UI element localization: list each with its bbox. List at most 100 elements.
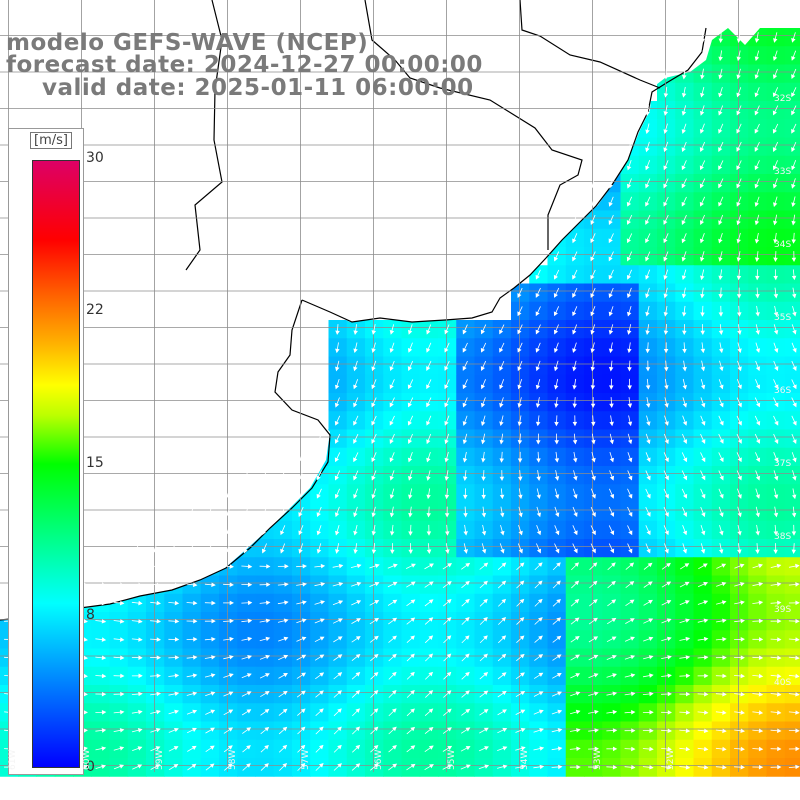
- wind-speed-cell: [784, 174, 800, 193]
- wind-arrow-head: [355, 653, 361, 659]
- wind-arrow-head: [353, 366, 358, 372]
- wind-arrow-head: [280, 530, 285, 536]
- wind-arrow-head: [772, 165, 778, 171]
- wind-arrow-head: [645, 256, 650, 262]
- wind-arrow-head: [338, 618, 343, 623]
- wind-arrow-head: [718, 38, 723, 43]
- wind-arrow-head: [593, 617, 598, 622]
- wind-arrow-head: [772, 183, 778, 189]
- wind-arrow-head: [337, 763, 342, 768]
- wind-arrow-head: [355, 726, 361, 732]
- wind-arrow-head: [264, 691, 270, 696]
- wind-arrow-head: [667, 691, 672, 697]
- wind-arrow-head: [663, 75, 669, 80]
- wind-arrow-head: [316, 457, 321, 463]
- wind-arrow-head: [754, 202, 759, 207]
- wind-arrow-head: [446, 653, 452, 659]
- wind-arrow-head: [389, 531, 395, 536]
- wind-arrow-head: [682, 548, 688, 554]
- lat-label: 38S: [774, 532, 792, 542]
- wind-arrow-head: [519, 562, 525, 567]
- wind-arrow-head: [755, 348, 761, 353]
- wind-arrow-head: [792, 439, 797, 444]
- wind-arrow-head: [754, 38, 760, 43]
- wind-arrow-head: [428, 581, 434, 586]
- wind-arrow-head: [700, 110, 705, 116]
- wind-arrow-head: [795, 637, 800, 642]
- wind-arrow-head: [261, 530, 266, 536]
- wind-arrow-head: [701, 420, 706, 426]
- wind-arrow-head: [704, 655, 709, 660]
- wind-arrow-head: [265, 600, 271, 606]
- wind-arrow-head: [101, 764, 107, 769]
- wind-arrow-head: [261, 548, 267, 554]
- wind-arrow-head: [410, 745, 416, 750]
- wind-arrow-head: [389, 366, 394, 371]
- wind-arrow-head: [83, 691, 88, 697]
- wind-arrow-head: [156, 618, 161, 624]
- wind-arrow-head: [536, 476, 541, 481]
- wind-arrow-head: [426, 439, 431, 445]
- wind-arrow-head: [373, 635, 379, 641]
- colorbar-tick: 8: [86, 607, 95, 623]
- wind-arrow-head: [774, 439, 779, 444]
- wind-arrow-head: [645, 238, 650, 244]
- wind-arrow-head: [682, 403, 688, 408]
- wind-arrow-head: [557, 709, 563, 714]
- wind-arrow-head: [594, 728, 599, 733]
- wind-arrow-head: [611, 654, 617, 660]
- wind-arrow-head: [392, 745, 397, 750]
- wind-arrow-head: [758, 764, 764, 770]
- wind-arrow-head: [391, 689, 397, 695]
- wind-arrow-head: [338, 563, 344, 569]
- wind-arrow-head: [537, 598, 543, 604]
- wind-arrow-head: [284, 582, 289, 587]
- wind-arrow-head: [501, 616, 507, 622]
- wind-arrow-head: [795, 764, 800, 770]
- wind-arrow-head: [192, 564, 198, 569]
- wind-arrow-head: [609, 493, 615, 499]
- colorbar-unit: [m/s]: [30, 132, 72, 149]
- wind-arrow-head: [480, 366, 485, 371]
- wind-arrow-head: [737, 512, 742, 518]
- wind-arrow-head: [776, 692, 782, 697]
- wind-arrow-head: [499, 421, 504, 427]
- wind-arrow-head: [211, 600, 216, 606]
- wind-arrow-head: [703, 600, 709, 605]
- wind-speed-cell: [784, 155, 800, 175]
- wind-arrow-head: [535, 366, 540, 372]
- wind-arrow-head: [319, 618, 325, 623]
- wind-arrow-head: [538, 617, 543, 622]
- wind-arrow-head: [704, 673, 709, 679]
- wind-arrow-head: [444, 402, 449, 408]
- wind-arrow-head: [463, 531, 468, 536]
- wind-arrow-head: [590, 184, 595, 189]
- wind-arrow-head: [444, 384, 449, 390]
- wind-arrow-head: [737, 457, 742, 463]
- wind-arrow-head: [499, 366, 504, 371]
- wind-arrow-head: [389, 330, 395, 335]
- wind-arrow-head: [520, 672, 525, 677]
- wind-arrow-head: [334, 512, 340, 518]
- wind-arrow-head: [538, 709, 544, 714]
- wind-arrow-head: [737, 366, 742, 372]
- wind-arrow-head: [758, 582, 764, 587]
- wind-arrow-head: [791, 202, 796, 208]
- wind-arrow-head: [426, 457, 431, 463]
- wind-arrow-head: [392, 763, 398, 768]
- wind-arrow-head: [700, 275, 705, 281]
- wind-arrow-head: [645, 201, 650, 207]
- wind-speed-cell: [784, 338, 800, 357]
- wind-arrow-head: [298, 512, 303, 517]
- wind-arrow-head: [736, 220, 741, 226]
- wind-arrow-head: [301, 654, 307, 659]
- wind-arrow-head: [630, 691, 636, 697]
- wind-speed-cell: [784, 46, 800, 65]
- wind-arrow-head: [335, 330, 340, 335]
- wind-arrow-head: [590, 293, 595, 298]
- wind-arrow-head: [101, 582, 107, 587]
- wind-arrow-head: [684, 581, 690, 586]
- wind-arrow-head: [699, 220, 705, 225]
- wind-arrow-head: [556, 598, 561, 604]
- wind-arrow-head: [298, 493, 303, 499]
